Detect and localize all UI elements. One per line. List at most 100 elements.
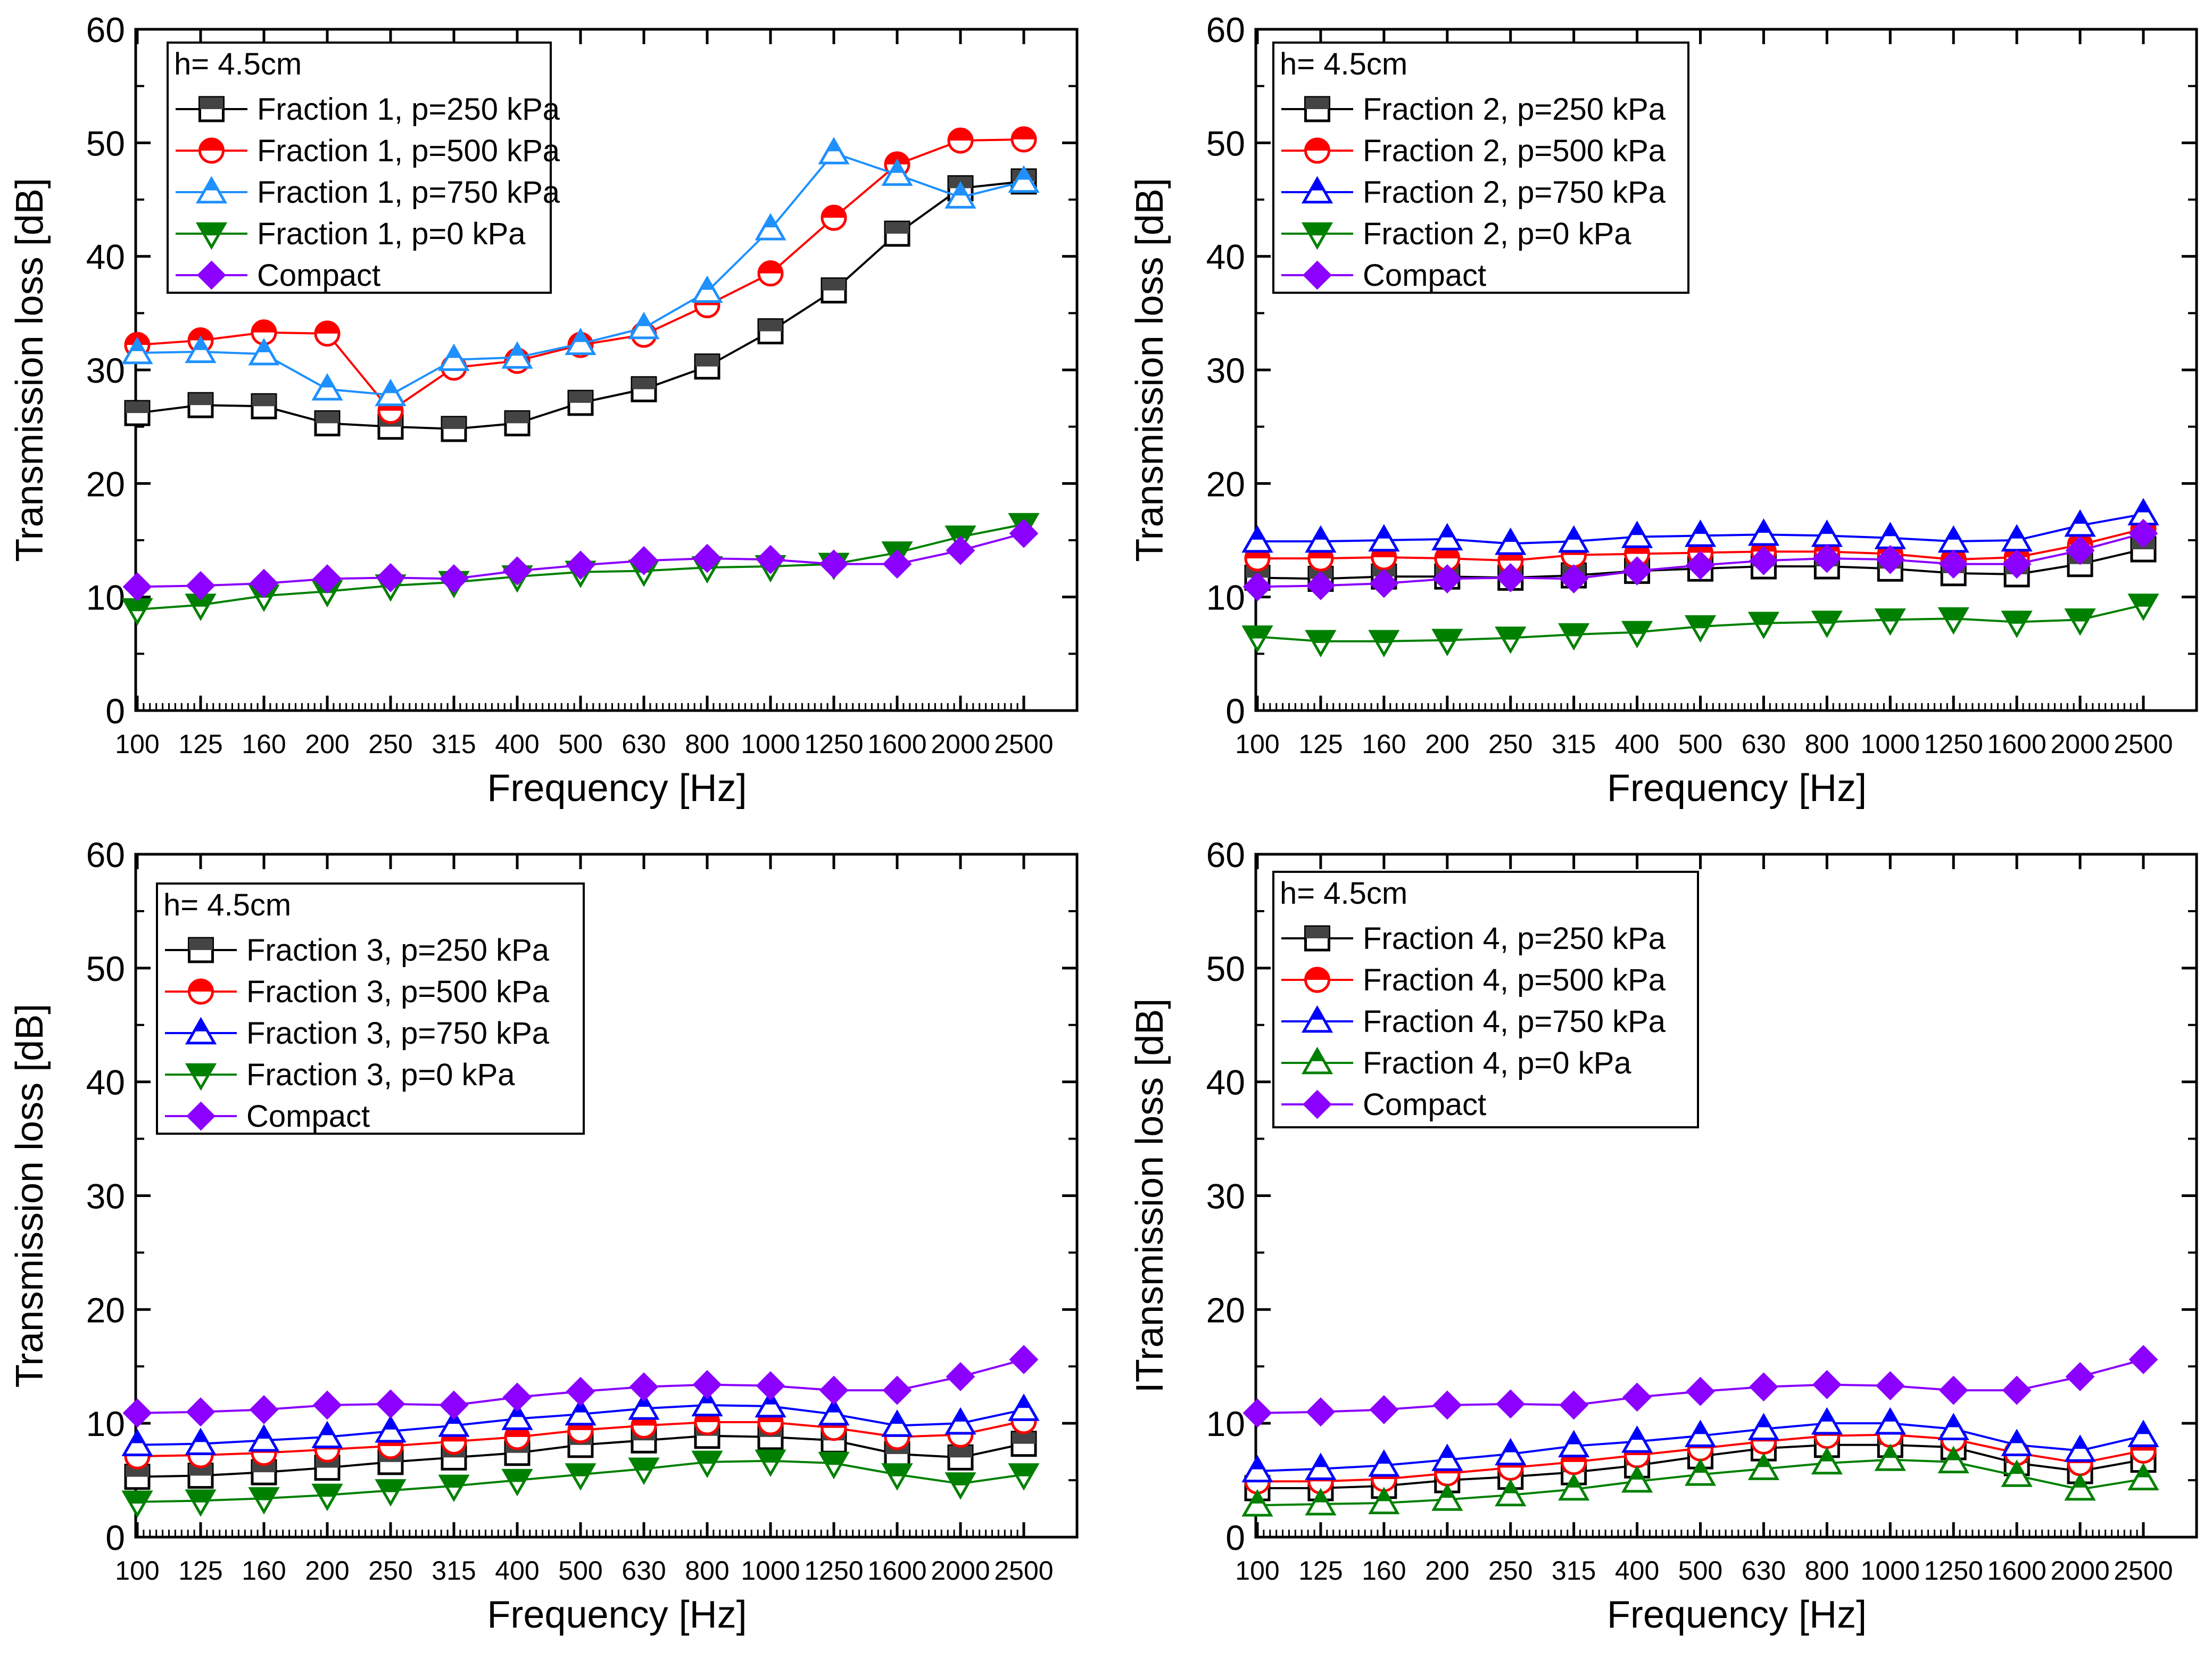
data-point — [566, 550, 595, 580]
x-tick-label: 100 — [115, 1556, 159, 1586]
legend-marker — [1304, 96, 1330, 122]
data-point — [312, 1390, 342, 1420]
data-point — [2064, 1434, 2096, 1462]
x-tick-label: 315 — [1552, 1556, 1596, 1586]
data-point — [251, 393, 277, 419]
legend-marker — [1301, 1046, 1333, 1075]
y-tick-label: 40 — [86, 237, 125, 277]
y-axis-title: Transmission loss [dB] — [1129, 178, 1171, 562]
x-tick-label: 2000 — [931, 729, 990, 759]
data-point — [1812, 1370, 1842, 1399]
y-tick-label: 50 — [86, 949, 125, 988]
x-tick-label: 2500 — [2114, 729, 2173, 759]
x-tick-label: 315 — [432, 1556, 476, 1586]
data-point — [1010, 1431, 1037, 1457]
data-point — [1684, 1419, 1717, 1447]
data-point — [628, 311, 660, 340]
legend-marker — [1303, 260, 1332, 290]
legend-label: Fraction 3, p=750 kPa — [246, 1016, 550, 1051]
x-tick-label: 2500 — [994, 1556, 1053, 1586]
x-tick-label: 160 — [1362, 729, 1406, 759]
data-point — [565, 1398, 597, 1426]
legend-label: Compact — [246, 1099, 370, 1134]
legend-marker — [188, 937, 214, 963]
legend-marker — [195, 222, 228, 250]
legend-label: Fraction 2, p=500 kPa — [1363, 134, 1666, 168]
legend-label: Fraction 1, p=750 kPa — [257, 175, 560, 210]
data-point — [185, 335, 217, 364]
x-tick-label: 125 — [178, 1556, 222, 1586]
legend-label: Fraction 1, p=250 kPa — [257, 92, 560, 127]
x-tick-label: 160 — [242, 1556, 286, 1586]
data-point — [818, 137, 850, 164]
data-point — [121, 336, 153, 365]
x-tick-label: 800 — [685, 1556, 729, 1586]
x-tick-label: 250 — [1488, 729, 1532, 759]
data-point — [1747, 1413, 1780, 1441]
data-point — [1495, 527, 1527, 555]
data-point — [124, 400, 151, 426]
legend-marker — [185, 1017, 217, 1045]
data-point — [819, 1375, 849, 1405]
data-point — [1937, 1446, 1969, 1474]
data-point — [312, 564, 342, 593]
y-tick-label: 20 — [86, 464, 125, 504]
legend-marker — [1304, 137, 1330, 164]
y-tick-label: 0 — [105, 1518, 125, 1557]
legend-marker — [1301, 176, 1333, 204]
data-point — [121, 598, 153, 626]
data-point — [755, 1449, 786, 1478]
x-axis-title: Frequency [Hz] — [487, 767, 747, 810]
data-point — [1496, 563, 1526, 592]
x-tick-label: 2000 — [931, 1556, 990, 1586]
data-point — [2001, 1459, 2033, 1487]
data-point — [1305, 525, 1337, 553]
data-point — [1875, 1371, 1905, 1401]
legend-label: Fraction 4, p=0 kPa — [1363, 1046, 1631, 1080]
x-tick-label: 160 — [1362, 1556, 1406, 1586]
x-tick-label: 1000 — [1861, 729, 1920, 759]
data-point — [1749, 1372, 1778, 1402]
legend-label: Fraction 4, p=500 kPa — [1363, 963, 1666, 997]
y-tick-label: 50 — [1206, 949, 1245, 988]
data-point — [121, 1429, 153, 1456]
legend-title: h= 4.5cm — [174, 47, 302, 81]
y-tick-label: 10 — [1206, 1404, 1245, 1443]
data-point — [124, 1464, 151, 1490]
data-point — [691, 275, 723, 303]
y-axis-title: Transmission loss [dB] — [9, 178, 51, 562]
data-point — [122, 572, 152, 601]
legend-label: Fraction 3, p=250 kPa — [246, 933, 550, 968]
data-point — [567, 390, 594, 416]
y-tick-label: 40 — [86, 1063, 125, 1102]
legend-marker — [195, 176, 228, 204]
x-tick-label: 500 — [1678, 729, 1722, 759]
data-point — [376, 1389, 405, 1419]
data-point — [314, 410, 341, 436]
y-tick-label: 50 — [86, 123, 125, 163]
data-point — [1008, 1393, 1040, 1421]
data-point — [1938, 1375, 1968, 1405]
data-point — [2064, 509, 2096, 537]
data-point — [1811, 1447, 1843, 1475]
data-point — [1937, 1413, 1969, 1441]
data-point — [818, 1398, 850, 1426]
data-point — [311, 373, 343, 401]
x-tick-label: 630 — [1742, 1556, 1786, 1586]
data-point — [1241, 525, 1273, 553]
data-point — [2002, 549, 2032, 579]
legend-marker — [1303, 1090, 1332, 1119]
data-point — [1242, 1398, 1272, 1428]
legend-box — [167, 42, 552, 294]
data-point — [2064, 608, 2096, 636]
data-point — [1368, 524, 1400, 552]
y-tick-label: 30 — [1206, 1177, 1245, 1216]
data-point — [1305, 630, 1337, 658]
data-point — [881, 158, 913, 186]
data-point — [1686, 1376, 1715, 1406]
data-point — [1306, 1397, 1336, 1427]
x-tick-label: 630 — [622, 1556, 666, 1586]
x-tick-label: 800 — [685, 729, 729, 759]
data-point — [1811, 519, 1843, 547]
data-point — [185, 1427, 217, 1455]
